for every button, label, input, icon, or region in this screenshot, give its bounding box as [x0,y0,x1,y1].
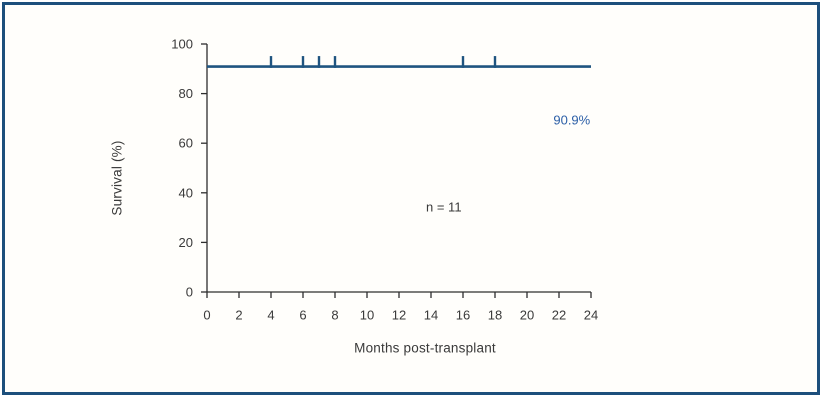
y-tick-label: 0 [186,285,193,300]
x-tick-label: 16 [456,308,470,323]
x-tick-label: 24 [584,308,598,323]
annotation-survival-rate: 90.9% [553,112,590,127]
survival-chart-panel: 0 20 40 60 80 100 0 2 4 6 8 10 12 14 16 18 20 22 24 90.9% n … [2,2,820,395]
x-tick-label: 10 [360,308,374,323]
y-axis-title: Survival (%) [109,140,125,216]
x-tick-label: 8 [331,308,338,323]
x-tick-label: 0 [203,308,210,323]
x-tick-label: 4 [267,308,274,323]
x-tick-label: 20 [520,308,534,323]
x-tick-label: 18 [488,308,502,323]
x-tick-label: 2 [235,308,242,323]
x-tick-label: 6 [299,308,306,323]
y-tick-label: 20 [179,235,193,250]
y-tick-label: 100 [171,37,193,52]
y-tick-label: 60 [179,136,193,151]
annotation-sample-size: n = 11 [426,199,462,214]
x-tick-label: 12 [392,308,406,323]
x-tick-label: 22 [552,308,566,323]
y-tick-label: 40 [179,185,193,200]
x-axis-title: Months post-transplant [354,340,496,356]
x-tick-label: 14 [424,308,438,323]
y-tick-label: 80 [179,86,193,101]
